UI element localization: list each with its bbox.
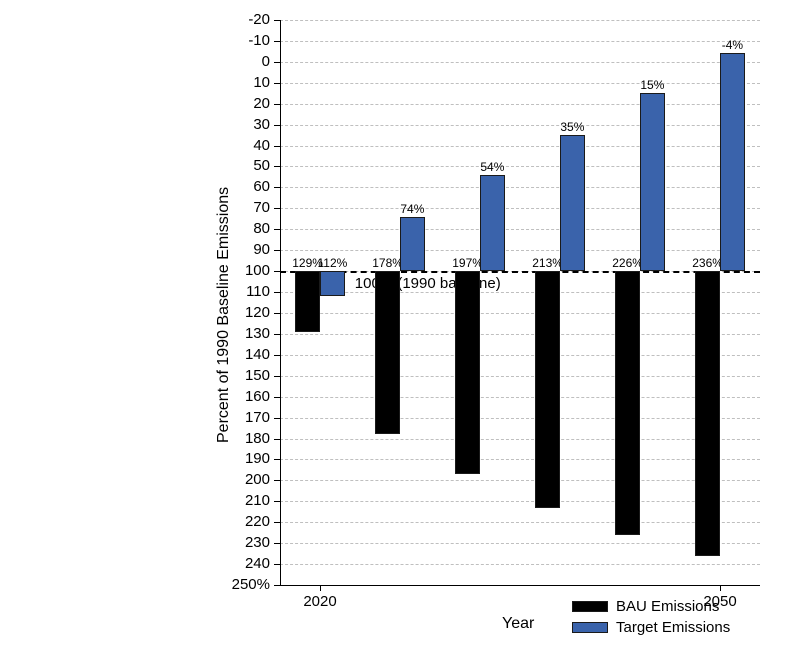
x-axis bbox=[280, 585, 760, 586]
gridline bbox=[280, 334, 760, 335]
y-tick-label: 140 bbox=[230, 346, 270, 363]
y-tick-label: 110 bbox=[230, 283, 270, 300]
y-axis-title: Percent of 1990 Baseline Emissions bbox=[215, 186, 233, 442]
gridline bbox=[280, 62, 760, 63]
gridline bbox=[280, 250, 760, 251]
gridline bbox=[280, 313, 760, 314]
legend-item: BAU Emissions bbox=[572, 598, 730, 615]
y-tick-label: -20 bbox=[230, 11, 270, 28]
bar-bau-label: 226% bbox=[612, 256, 643, 270]
gridline bbox=[280, 20, 760, 21]
x-tick bbox=[320, 585, 321, 591]
gridline bbox=[280, 187, 760, 188]
y-tick-label: 200 bbox=[230, 471, 270, 488]
legend-swatch bbox=[572, 601, 608, 612]
gridline bbox=[280, 208, 760, 209]
y-tick-label: 210 bbox=[230, 492, 270, 509]
x-tick bbox=[720, 585, 721, 591]
legend: BAU Emissions Target Emissions bbox=[572, 598, 730, 640]
y-tick-label: 80 bbox=[230, 220, 270, 237]
y-tick-label: 30 bbox=[230, 116, 270, 133]
bar-target bbox=[720, 53, 745, 271]
bar-target bbox=[640, 93, 665, 271]
y-axis bbox=[280, 20, 281, 585]
bar-bau-label: 213% bbox=[532, 256, 563, 270]
gridline bbox=[280, 418, 760, 419]
y-tick-label: 220 bbox=[230, 513, 270, 530]
bar-target bbox=[560, 135, 585, 271]
gridline bbox=[280, 480, 760, 481]
bar-bau bbox=[615, 271, 640, 535]
y-tick-label: 250% bbox=[230, 576, 270, 593]
bar-target bbox=[400, 217, 425, 271]
bar-bau bbox=[295, 271, 320, 332]
y-tick-label: 10 bbox=[230, 74, 270, 91]
gridline bbox=[280, 501, 760, 502]
emissions-chart: -20 -10 0 10 20 30 40 50 60 70 80 90 100 110 120 130 140… bbox=[0, 0, 800, 659]
bar-target-label: 54% bbox=[480, 160, 504, 174]
y-tick-label: 130 bbox=[230, 325, 270, 342]
bar-bau-label: 197% bbox=[452, 256, 483, 270]
y-tick-label: 160 bbox=[230, 388, 270, 405]
x-axis-title: Year bbox=[502, 615, 534, 633]
gridline bbox=[280, 355, 760, 356]
bar-target-label: -4% bbox=[722, 38, 743, 52]
x-tick-label: 2020 bbox=[303, 593, 336, 610]
gridline bbox=[280, 166, 760, 167]
bar-target-label: 35% bbox=[560, 120, 584, 134]
bar-target bbox=[480, 175, 505, 271]
bar-target-label: 74% bbox=[400, 202, 424, 216]
gridline bbox=[280, 439, 760, 440]
y-tick-label: 180 bbox=[230, 430, 270, 447]
gridline bbox=[280, 146, 760, 147]
bar-bau bbox=[535, 271, 560, 507]
y-tick-label: 100 bbox=[230, 262, 270, 279]
bar-bau bbox=[455, 271, 480, 474]
gridline bbox=[280, 376, 760, 377]
y-tick-label: 150 bbox=[230, 367, 270, 384]
gridline bbox=[280, 543, 760, 544]
y-tick-label: 50 bbox=[230, 157, 270, 174]
gridline bbox=[280, 564, 760, 565]
legend-item: Target Emissions bbox=[572, 619, 730, 636]
bar-target bbox=[320, 271, 345, 296]
bar-bau bbox=[375, 271, 400, 434]
y-tick-label: 240 bbox=[230, 555, 270, 572]
legend-label: Target Emissions bbox=[616, 619, 730, 636]
legend-swatch bbox=[572, 622, 608, 633]
gridline bbox=[280, 459, 760, 460]
y-tick-label: 120 bbox=[230, 304, 270, 321]
bar-bau-label: 178% bbox=[372, 256, 403, 270]
y-tick-label: 40 bbox=[230, 137, 270, 154]
y-tick-label: -10 bbox=[230, 32, 270, 49]
gridline bbox=[280, 229, 760, 230]
y-tick-label: 20 bbox=[230, 95, 270, 112]
y-tick-label: 60 bbox=[230, 178, 270, 195]
y-tick-label: 0 bbox=[230, 53, 270, 70]
bar-bau-label: 129% bbox=[292, 256, 323, 270]
gridline bbox=[280, 397, 760, 398]
gridline bbox=[280, 104, 760, 105]
y-tick-label: 70 bbox=[230, 199, 270, 216]
gridline bbox=[280, 41, 760, 42]
gridline bbox=[280, 522, 760, 523]
gridline bbox=[280, 83, 760, 84]
gridline bbox=[280, 292, 760, 293]
bar-bau bbox=[695, 271, 720, 556]
y-tick-label: 170 bbox=[230, 409, 270, 426]
bar-bau-label: 236% bbox=[692, 256, 723, 270]
baseline-line bbox=[280, 271, 760, 273]
y-tick-label: 90 bbox=[230, 241, 270, 258]
legend-label: BAU Emissions bbox=[616, 598, 719, 615]
gridline bbox=[280, 125, 760, 126]
y-tick-label: 190 bbox=[230, 450, 270, 467]
y-tick-label: 230 bbox=[230, 534, 270, 551]
bar-target-label: 15% bbox=[640, 78, 664, 92]
